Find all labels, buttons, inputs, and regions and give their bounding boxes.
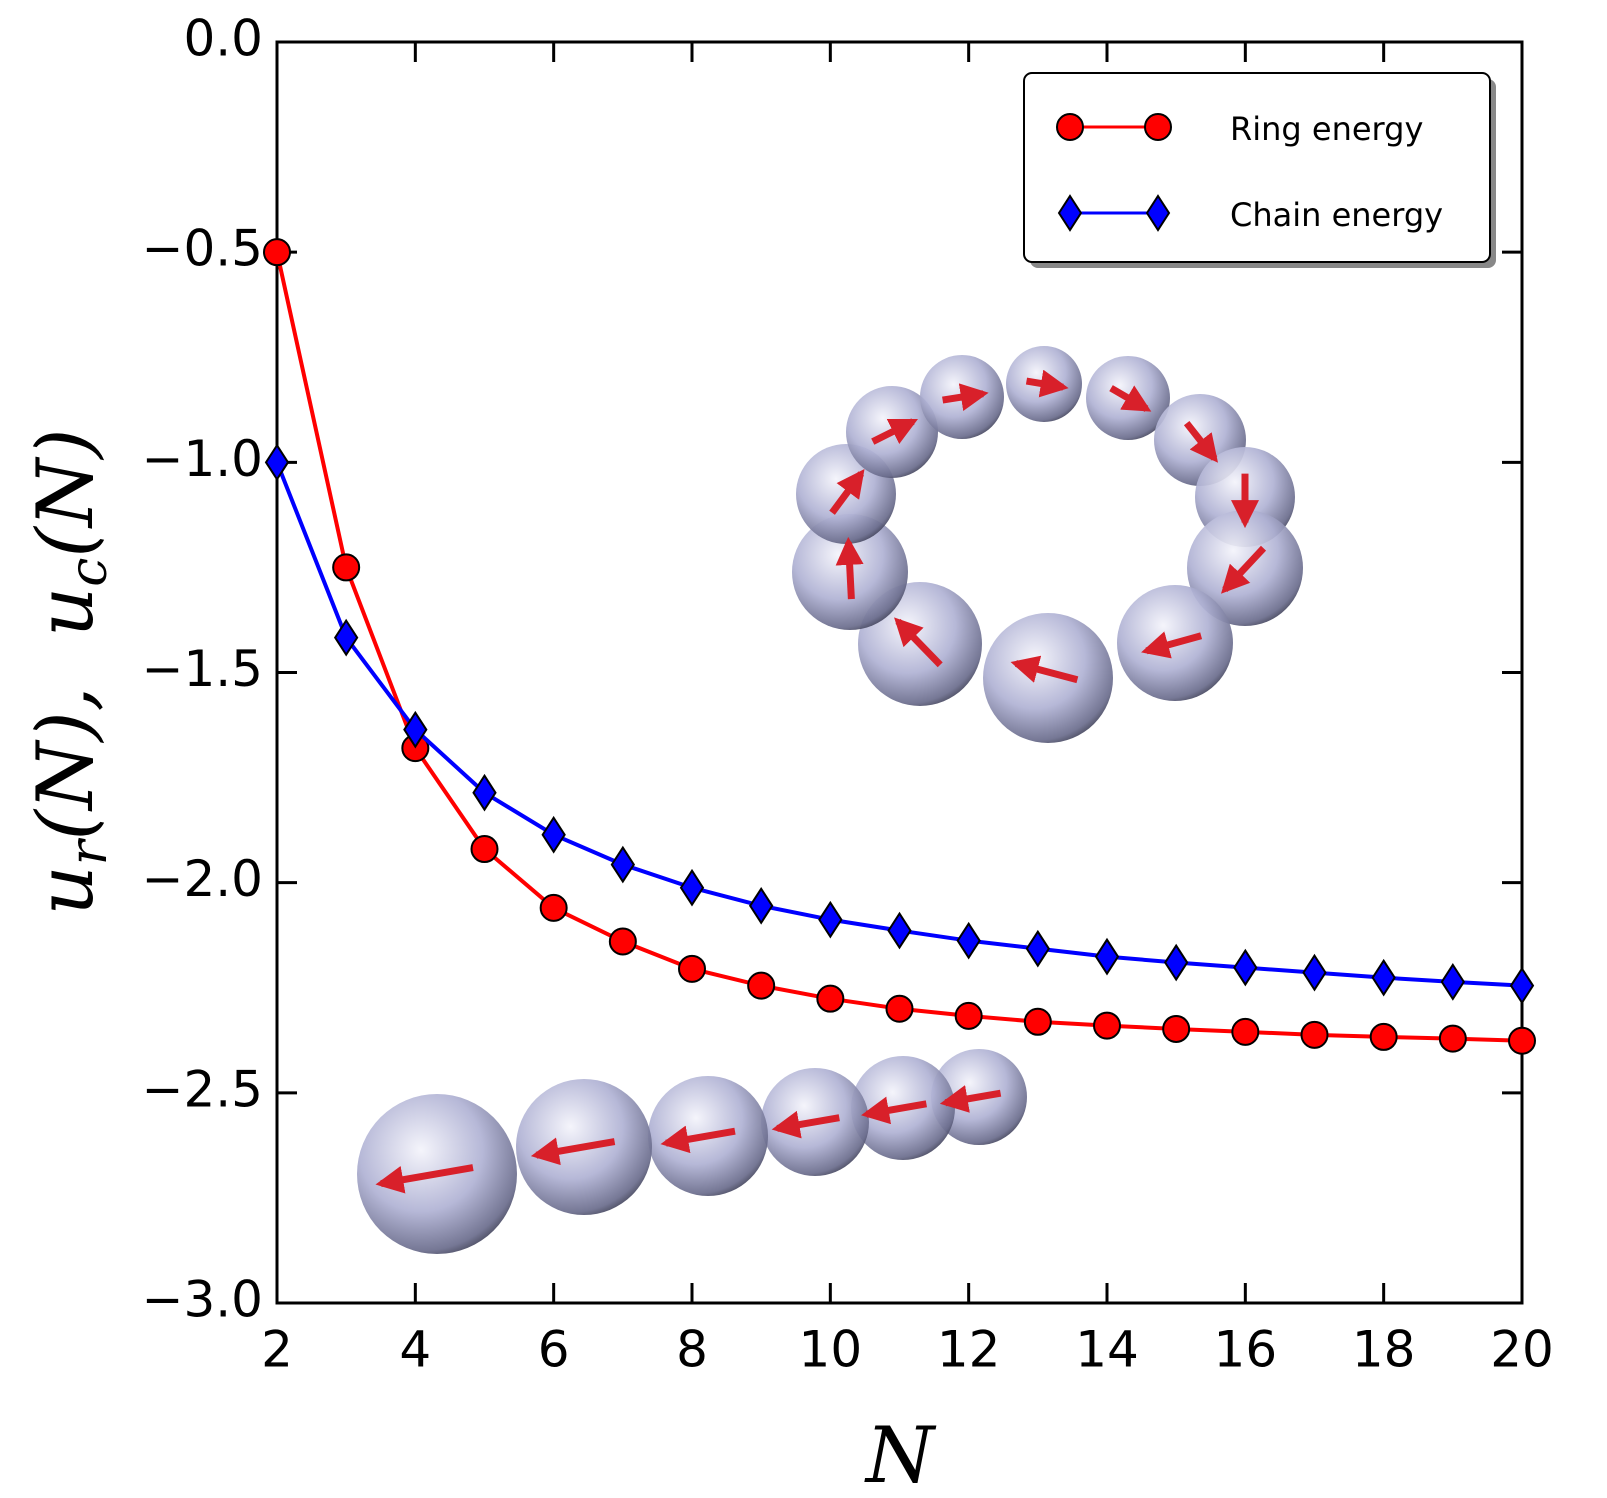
x-tick-label: 18 (1352, 1321, 1416, 1379)
legend-marker (1056, 113, 1084, 141)
arrow (1220, 545, 1267, 594)
plot-area: −3.0 −2.5 −2.0 −1.5 −1.0 −0.5 0.0 2 4 6 8 10 12 14 16 1… (142, 10, 1554, 1379)
y-tick-label: −2.5 (142, 1060, 263, 1118)
data-point (263, 238, 291, 267)
legend-marker (1144, 113, 1172, 141)
arrow (660, 1125, 736, 1154)
data-point (747, 971, 776, 1000)
x-tick-label: 8 (676, 1321, 708, 1379)
data-point (885, 994, 914, 1023)
legend-marker (1145, 194, 1171, 232)
sphere (983, 613, 1113, 743)
data-point (1438, 1024, 1467, 1053)
data-point (1094, 937, 1120, 976)
arrow (1183, 420, 1219, 463)
data-point (748, 886, 774, 925)
x-tick-label: 12 (937, 1321, 1001, 1379)
y-tick-label: −2.0 (142, 850, 263, 908)
arrow (530, 1137, 616, 1166)
data-point (1371, 958, 1396, 997)
x-tick-label: 16 (1214, 1321, 1278, 1379)
y-tick-label: 0.0 (183, 10, 263, 68)
data-point (332, 553, 361, 582)
data-point (610, 845, 636, 884)
y-tick-label: −1.0 (142, 430, 263, 488)
arrow (375, 1164, 474, 1194)
arrow (771, 1110, 840, 1139)
series-line (275, 461, 1523, 988)
data-point (1300, 1020, 1329, 1049)
data-point (333, 618, 359, 657)
legend-marker (1057, 194, 1083, 232)
data-point (1162, 1014, 1191, 1043)
arrow (939, 1085, 1002, 1113)
data-point (472, 773, 497, 812)
data-point (539, 893, 568, 922)
arrow (1010, 655, 1079, 684)
x-tick-label: 4 (399, 1321, 431, 1379)
data-point (887, 911, 912, 950)
arrow (835, 536, 864, 600)
x-tick-label: 20 (1490, 1321, 1554, 1379)
data-point (954, 1001, 983, 1030)
arrow (1109, 385, 1152, 412)
arrow (861, 1096, 927, 1125)
arrow (942, 383, 989, 411)
x-tick-label: 14 (1075, 1321, 1139, 1379)
arrow (1141, 631, 1203, 659)
data-point (264, 443, 290, 482)
data-point (1509, 966, 1535, 1005)
legend: Ring energy Chain energy (1023, 72, 1496, 268)
data-point (1025, 929, 1051, 968)
data-point (1233, 948, 1258, 987)
data-point (541, 815, 566, 854)
arrow (894, 617, 943, 668)
data-point (816, 984, 845, 1013)
legend-label: Chain energy (1230, 196, 1443, 234)
x-tick-label: 10 (799, 1321, 863, 1379)
inset-illustrations (357, 346, 1303, 1254)
arrow (829, 469, 865, 515)
legend-label: Ring energy (1230, 110, 1423, 148)
data-point (679, 868, 705, 907)
data-point (1440, 963, 1466, 1001)
data-point (1023, 1007, 1052, 1036)
arrow (871, 418, 918, 445)
x-tick-label: 2 (261, 1321, 293, 1379)
y-tick-label: −1.5 (142, 640, 263, 698)
data-point (1302, 953, 1327, 992)
data-point (1369, 1022, 1398, 1051)
y-tick-label: −0.5 (142, 220, 263, 278)
data-point (956, 921, 981, 960)
data-point (1093, 1011, 1121, 1040)
data-point (608, 927, 637, 956)
y-tick-label: −3.0 (142, 1271, 263, 1329)
x-axis-label: N (864, 1411, 937, 1498)
arrow (1025, 369, 1069, 398)
data-point (818, 900, 843, 939)
data-point (1231, 1017, 1260, 1046)
data-point (678, 954, 706, 983)
data-point (1163, 943, 1189, 982)
data-point (1508, 1026, 1536, 1055)
data-point (403, 710, 428, 749)
legend-box (1023, 72, 1491, 263)
data-point (470, 835, 499, 864)
y-axis-label: ur(N), uc(N) (21, 428, 119, 915)
x-tick-label: 6 (538, 1321, 570, 1379)
